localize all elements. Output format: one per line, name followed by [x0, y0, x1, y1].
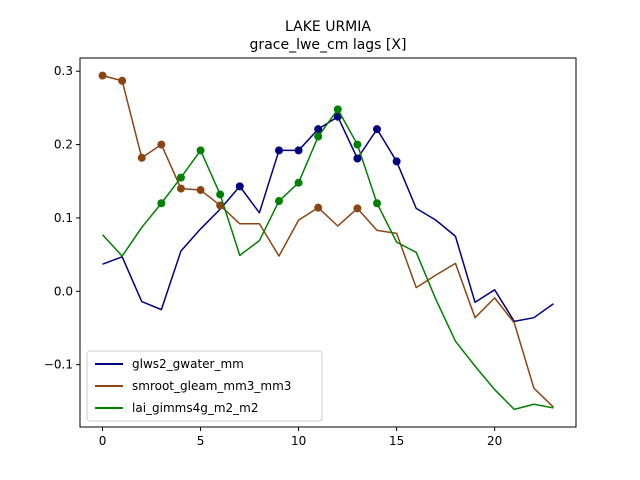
data-point-smroot_gleam_mm3_mm3: [314, 203, 323, 212]
y-tick-label: 0.0: [54, 284, 73, 298]
x-tick-label: 20: [487, 434, 502, 448]
plot-area: [98, 71, 554, 411]
data-point-glws2_gwater_mm: [333, 112, 342, 121]
data-point-lai_gimms4g_m2_m2: [294, 178, 303, 187]
data-point-glws2_gwater_mm: [373, 125, 382, 134]
data-point-smroot_gleam_mm3_mm3: [176, 184, 185, 193]
y-tick-label: 0.3: [54, 64, 73, 78]
data-point-lai_gimms4g_m2_m2: [176, 173, 185, 182]
data-point-glws2_gwater_mm: [392, 157, 401, 166]
x-tick-label: 15: [389, 434, 404, 448]
legend: glws2_gwater_mm smroot_gleam_mm3_mm3 lai_g…: [86, 350, 323, 422]
series-line-lai_gimms4g_m2_m2: [101, 108, 554, 411]
data-point-smroot_gleam_mm3_mm3: [353, 204, 362, 213]
data-point-glws2_gwater_mm: [353, 154, 362, 163]
y-tick-label: 0.1: [54, 211, 73, 225]
axes-frame: [79, 57, 577, 428]
y-tick-label: −0.1: [44, 358, 73, 372]
x-tick-label: 5: [197, 434, 205, 448]
legend-label-lai_gimms4g_m2_m2: lai_gimms4g_m2_m2: [132, 401, 259, 415]
data-point-lai_gimms4g_m2_m2: [373, 199, 382, 208]
data-point-lai_gimms4g_m2_m2: [274, 197, 283, 206]
data-point-glws2_gwater_mm: [294, 146, 303, 155]
chart-title: LAKE URMIA: [285, 19, 371, 35]
y-tick-label: 0.2: [54, 138, 73, 152]
data-point-glws2_gwater_mm: [314, 125, 323, 134]
data-point-lai_gimms4g_m2_m2: [353, 140, 362, 149]
data-point-smroot_gleam_mm3_mm3: [216, 201, 225, 210]
legend-label-glws2_gwater_mm: glws2_gwater_mm: [132, 357, 244, 371]
data-point-smroot_gleam_mm3_mm3: [157, 140, 166, 149]
legend-label-smroot_gleam_mm3_mm3: smroot_gleam_mm3_mm3: [132, 379, 291, 393]
data-point-smroot_gleam_mm3_mm3: [118, 76, 127, 85]
data-point-glws2_gwater_mm: [274, 146, 283, 155]
data-point-smroot_gleam_mm3_mm3: [137, 153, 146, 162]
data-point-lai_gimms4g_m2_m2: [216, 190, 225, 199]
legend-box: [86, 350, 323, 422]
data-point-lai_gimms4g_m2_m2: [314, 132, 323, 141]
data-point-lai_gimms4g_m2_m2: [196, 146, 205, 155]
chart-subtitle: grace_lwe_cm lags [X]: [250, 37, 407, 53]
x-tick-label: 0: [99, 434, 107, 448]
data-point-smroot_gleam_mm3_mm3: [196, 186, 205, 195]
data-point-smroot_gleam_mm3_mm3: [98, 71, 107, 80]
data-point-lai_gimms4g_m2_m2: [157, 199, 166, 208]
axis-ticks: 0 5 10 15 20 −0.1 0.0 0.1 0.2 0.3: [44, 64, 502, 448]
data-point-lai_gimms4g_m2_m2: [333, 105, 342, 114]
x-tick-label: 10: [291, 434, 306, 448]
data-point-glws2_gwater_mm: [235, 182, 244, 191]
